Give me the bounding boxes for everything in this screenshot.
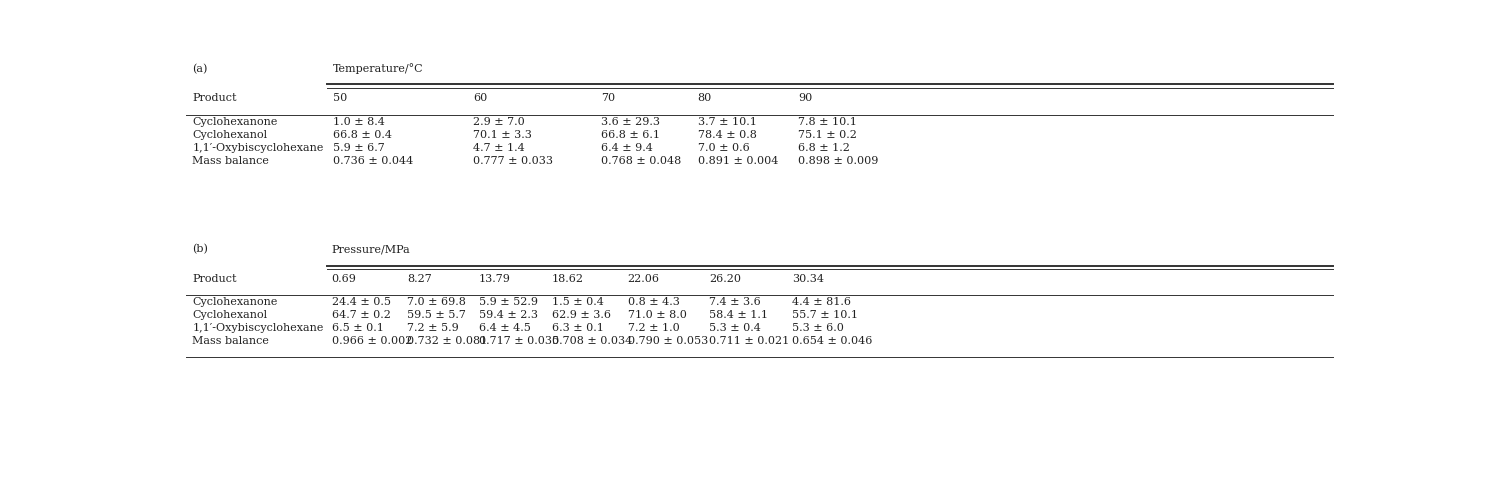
Text: 30.34: 30.34 <box>792 274 824 284</box>
Text: 70.1 ± 3.3: 70.1 ± 3.3 <box>473 130 531 139</box>
Text: 62.9 ± 3.6: 62.9 ± 3.6 <box>552 310 610 320</box>
Text: Cyclohexanone: Cyclohexanone <box>192 117 278 126</box>
Text: 8.27: 8.27 <box>406 274 432 284</box>
Text: 1,1′-Oxybiscyclohexane: 1,1′-Oxybiscyclohexane <box>192 143 323 153</box>
Text: 0.768 ± 0.048: 0.768 ± 0.048 <box>601 156 682 166</box>
Text: Mass balance: Mass balance <box>192 156 269 166</box>
Text: 71.0 ± 8.0: 71.0 ± 8.0 <box>628 310 686 320</box>
Text: 7.0 ± 0.6: 7.0 ± 0.6 <box>698 143 750 153</box>
Text: 5.3 ± 0.4: 5.3 ± 0.4 <box>710 323 760 333</box>
Text: 18.62: 18.62 <box>552 274 583 284</box>
Text: 7.2 ± 1.0: 7.2 ± 1.0 <box>628 323 680 333</box>
Text: 59.4 ± 2.3: 59.4 ± 2.3 <box>479 310 539 320</box>
Text: 0.654 ± 0.046: 0.654 ± 0.046 <box>792 336 872 346</box>
Text: 4.4 ± 81.6: 4.4 ± 81.6 <box>792 297 851 307</box>
Text: 5.9 ± 6.7: 5.9 ± 6.7 <box>333 143 385 153</box>
Text: 1.5 ± 0.4: 1.5 ± 0.4 <box>552 297 604 307</box>
Text: 66.8 ± 6.1: 66.8 ± 6.1 <box>601 130 659 139</box>
Text: 5.9 ± 52.9: 5.9 ± 52.9 <box>479 297 539 307</box>
Text: Temperature/°C: Temperature/°C <box>333 63 424 74</box>
Text: Mass balance: Mass balance <box>192 336 269 346</box>
Text: 50: 50 <box>333 93 348 104</box>
Text: Product: Product <box>192 274 237 284</box>
Text: 0.777 ± 0.033: 0.777 ± 0.033 <box>473 156 552 166</box>
Text: 0.736 ± 0.044: 0.736 ± 0.044 <box>333 156 414 166</box>
Text: 7.8 ± 10.1: 7.8 ± 10.1 <box>798 117 857 126</box>
Text: 90: 90 <box>798 93 812 104</box>
Text: 0.732 ± 0.081: 0.732 ± 0.081 <box>406 336 487 346</box>
Text: 5.3 ± 6.0: 5.3 ± 6.0 <box>792 323 844 333</box>
Text: 0.717 ± 0.035: 0.717 ± 0.035 <box>479 336 559 346</box>
Text: 58.4 ± 1.1: 58.4 ± 1.1 <box>710 310 768 320</box>
Text: 0.898 ± 0.009: 0.898 ± 0.009 <box>798 156 878 166</box>
Text: 3.7 ± 10.1: 3.7 ± 10.1 <box>698 117 756 126</box>
Text: 4.7 ± 1.4: 4.7 ± 1.4 <box>473 143 524 153</box>
Text: 0.708 ± 0.034: 0.708 ± 0.034 <box>552 336 632 346</box>
Text: 3.6 ± 29.3: 3.6 ± 29.3 <box>601 117 659 126</box>
Text: 60: 60 <box>473 93 487 104</box>
Text: 0.790 ± 0.053: 0.790 ± 0.053 <box>628 336 708 346</box>
Text: Cyclohexanone: Cyclohexanone <box>192 297 278 307</box>
Text: 0.8 ± 4.3: 0.8 ± 4.3 <box>628 297 680 307</box>
Text: 7.0 ± 69.8: 7.0 ± 69.8 <box>406 297 466 307</box>
Text: (a): (a) <box>192 64 207 74</box>
Text: 6.5 ± 0.1: 6.5 ± 0.1 <box>332 323 384 333</box>
Text: 70: 70 <box>601 93 615 104</box>
Text: 7.2 ± 5.9: 7.2 ± 5.9 <box>406 323 458 333</box>
Text: 55.7 ± 10.1: 55.7 ± 10.1 <box>792 310 859 320</box>
Text: 0.711 ± 0.021: 0.711 ± 0.021 <box>710 336 789 346</box>
Text: (b): (b) <box>192 244 208 254</box>
Text: 78.4 ± 0.8: 78.4 ± 0.8 <box>698 130 756 139</box>
Text: Product: Product <box>192 93 237 104</box>
Text: 1,1′-Oxybiscyclohexane: 1,1′-Oxybiscyclohexane <box>192 323 323 333</box>
Text: 26.20: 26.20 <box>710 274 741 284</box>
Text: 6.4 ± 9.4: 6.4 ± 9.4 <box>601 143 653 153</box>
Text: 66.8 ± 0.4: 66.8 ± 0.4 <box>333 130 393 139</box>
Text: Cyclohexanol: Cyclohexanol <box>192 310 268 320</box>
Text: 0.69: 0.69 <box>332 274 357 284</box>
Text: 80: 80 <box>698 93 711 104</box>
Text: 59.5 ± 5.7: 59.5 ± 5.7 <box>406 310 466 320</box>
Text: 6.3 ± 0.1: 6.3 ± 0.1 <box>552 323 604 333</box>
Text: 13.79: 13.79 <box>479 274 510 284</box>
Text: 64.7 ± 0.2: 64.7 ± 0.2 <box>332 310 390 320</box>
Text: 22.06: 22.06 <box>628 274 659 284</box>
Text: Pressure/MPa: Pressure/MPa <box>332 244 411 254</box>
Text: 7.4 ± 3.6: 7.4 ± 3.6 <box>710 297 760 307</box>
Text: 24.4 ± 0.5: 24.4 ± 0.5 <box>332 297 391 307</box>
Text: 2.9 ± 7.0: 2.9 ± 7.0 <box>473 117 524 126</box>
Text: Cyclohexanol: Cyclohexanol <box>192 130 268 139</box>
Text: 0.966 ± 0.002: 0.966 ± 0.002 <box>332 336 412 346</box>
Text: 6.4 ± 4.5: 6.4 ± 4.5 <box>479 323 531 333</box>
Text: 1.0 ± 8.4: 1.0 ± 8.4 <box>333 117 385 126</box>
Text: 75.1 ± 0.2: 75.1 ± 0.2 <box>798 130 857 139</box>
Text: 0.891 ± 0.004: 0.891 ± 0.004 <box>698 156 778 166</box>
Text: 6.8 ± 1.2: 6.8 ± 1.2 <box>798 143 850 153</box>
